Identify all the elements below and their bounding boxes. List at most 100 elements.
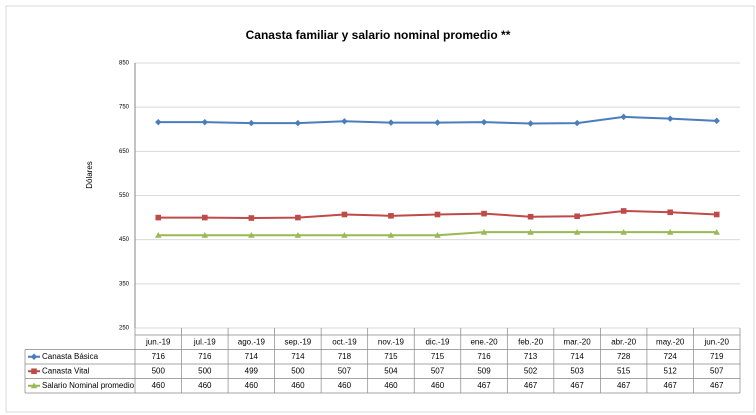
table-value: 467 xyxy=(617,381,631,390)
y-tick-label: 550 xyxy=(119,193,130,199)
marker xyxy=(202,214,208,221)
legend-label: Canasta Básica xyxy=(42,352,99,361)
table-value: 714 xyxy=(570,352,584,361)
marker xyxy=(434,232,441,238)
marker xyxy=(295,214,301,221)
table-value: 460 xyxy=(338,381,352,390)
table-value: 714 xyxy=(291,352,305,361)
marker xyxy=(341,118,348,125)
marker xyxy=(480,228,488,235)
table-value: 502 xyxy=(524,366,538,375)
marker xyxy=(201,232,209,238)
marker xyxy=(666,228,674,235)
table-value: 500 xyxy=(152,366,166,375)
table-value: 504 xyxy=(384,366,398,375)
marker xyxy=(155,214,162,221)
y-axis-label: Dólares xyxy=(85,161,94,189)
table-value: 716 xyxy=(152,352,166,361)
x-tick-label: ene.-20 xyxy=(470,337,498,346)
marker xyxy=(713,228,720,235)
x-tick-label: abr.-20 xyxy=(611,337,636,346)
table-value: 499 xyxy=(245,366,259,375)
marker xyxy=(248,119,255,127)
legend-label: Salario Nominal promedio xyxy=(42,381,135,390)
marker xyxy=(201,118,209,126)
x-tick-label: feb.-20 xyxy=(518,337,543,346)
table-value: 716 xyxy=(477,352,491,361)
x-tick-label: may.-20 xyxy=(656,337,685,346)
marker xyxy=(388,213,394,219)
y-tick-label: 350 xyxy=(119,281,130,287)
y-tick-label: 250 xyxy=(119,326,130,332)
marker xyxy=(667,209,673,216)
x-tick-label: oct.-19 xyxy=(332,337,357,346)
table-value: 719 xyxy=(710,352,724,361)
table-value: 467 xyxy=(664,381,678,390)
table-value: 713 xyxy=(524,352,538,361)
table-value: 507 xyxy=(710,366,724,375)
y-tick-label: 450 xyxy=(119,237,130,243)
marker xyxy=(294,232,302,238)
marker xyxy=(31,368,37,375)
marker xyxy=(341,232,348,238)
marker xyxy=(713,117,720,125)
table-value: 714 xyxy=(245,352,259,361)
table-value: 512 xyxy=(664,366,678,375)
table-value: 718 xyxy=(338,352,352,361)
marker xyxy=(248,215,255,221)
marker xyxy=(666,115,674,122)
marker xyxy=(248,232,255,238)
chart-title: Canasta familiar y salario nominal prome… xyxy=(246,28,511,42)
table-value: 467 xyxy=(477,381,491,390)
marker xyxy=(573,119,581,127)
marker xyxy=(434,211,441,218)
marker xyxy=(30,353,38,360)
table-value: 460 xyxy=(431,381,445,390)
marker xyxy=(713,211,720,218)
y-tick-label: 650 xyxy=(119,149,130,155)
marker xyxy=(387,232,395,238)
y-tick-label: 850 xyxy=(119,61,130,67)
marker xyxy=(573,228,581,235)
table-value: 724 xyxy=(664,352,678,361)
x-tick-label: jul.-19 xyxy=(193,337,216,346)
marker xyxy=(30,382,38,389)
table-value: 467 xyxy=(570,381,584,390)
table-value: 715 xyxy=(384,352,398,361)
table-value: 500 xyxy=(198,366,212,375)
table-value: 460 xyxy=(291,381,305,390)
table-value: 728 xyxy=(617,352,631,361)
y-tick-label: 750 xyxy=(119,105,130,111)
x-tick-label: dic.-19 xyxy=(425,337,450,346)
table-value: 460 xyxy=(152,381,166,390)
x-tick-label: nov.-19 xyxy=(378,337,405,346)
table-value: 716 xyxy=(198,352,212,361)
marker xyxy=(574,213,580,220)
table-value: 467 xyxy=(710,381,724,390)
table-value: 467 xyxy=(524,381,538,390)
table-value: 507 xyxy=(338,366,352,375)
marker xyxy=(527,120,534,127)
x-tick-label: ago.-19 xyxy=(238,337,266,346)
marker xyxy=(294,119,302,127)
x-tick-label: jun.-20 xyxy=(703,337,729,346)
table-value: 515 xyxy=(617,366,631,375)
table-value: 460 xyxy=(384,381,398,390)
marker xyxy=(620,113,627,121)
marker xyxy=(481,210,487,217)
table-value: 715 xyxy=(431,352,445,361)
marker xyxy=(620,208,627,214)
marker xyxy=(527,213,534,220)
marker xyxy=(620,228,627,235)
marker xyxy=(527,228,534,235)
chart-frame xyxy=(5,5,755,413)
table-value: 460 xyxy=(245,381,259,390)
legend-label: Canasta Vital xyxy=(42,366,90,375)
x-tick-label: jun.-19 xyxy=(145,337,171,346)
marker xyxy=(155,232,162,238)
x-tick-label: sep.-19 xyxy=(285,337,312,346)
marker xyxy=(341,211,348,218)
table-value: 500 xyxy=(291,366,305,375)
table-value: 509 xyxy=(477,366,491,375)
